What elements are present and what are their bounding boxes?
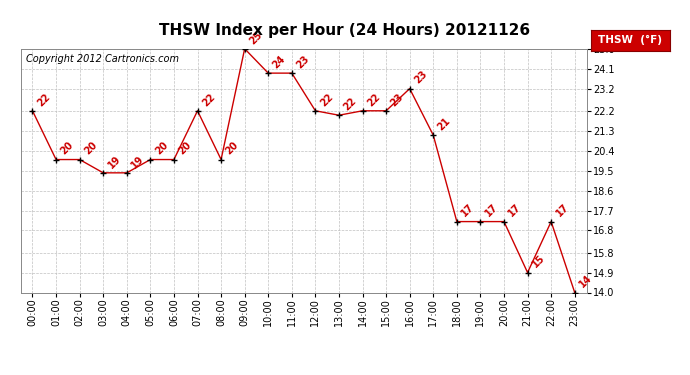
Text: 19: 19	[130, 153, 146, 170]
Text: 25: 25	[248, 29, 264, 46]
Text: 20: 20	[224, 140, 241, 157]
Text: 17: 17	[483, 202, 500, 219]
Text: 22: 22	[200, 92, 217, 108]
Text: 21: 21	[436, 116, 453, 132]
Text: 20: 20	[153, 140, 170, 157]
Text: 14: 14	[578, 273, 594, 290]
Text: 23: 23	[389, 92, 406, 108]
Text: 19: 19	[106, 153, 123, 170]
Text: 17: 17	[554, 202, 571, 219]
Text: 22: 22	[35, 92, 52, 108]
Text: THSW Index per Hour (24 Hours) 20121126: THSW Index per Hour (24 Hours) 20121126	[159, 22, 531, 38]
Text: 17: 17	[506, 202, 524, 219]
Text: 22: 22	[342, 96, 358, 112]
Text: 15: 15	[531, 253, 547, 270]
Text: 17: 17	[460, 202, 476, 219]
Text: 20: 20	[59, 140, 75, 157]
Text: 23: 23	[413, 69, 429, 86]
Text: 20: 20	[177, 140, 193, 157]
Text: THSW  (°F): THSW (°F)	[598, 35, 662, 45]
Text: 23: 23	[295, 54, 311, 70]
Text: Copyright 2012 Cartronics.com: Copyright 2012 Cartronics.com	[26, 54, 179, 64]
Text: 22: 22	[365, 92, 382, 108]
Text: 24: 24	[271, 54, 288, 70]
Text: 20: 20	[82, 140, 99, 157]
Text: 22: 22	[318, 92, 335, 108]
